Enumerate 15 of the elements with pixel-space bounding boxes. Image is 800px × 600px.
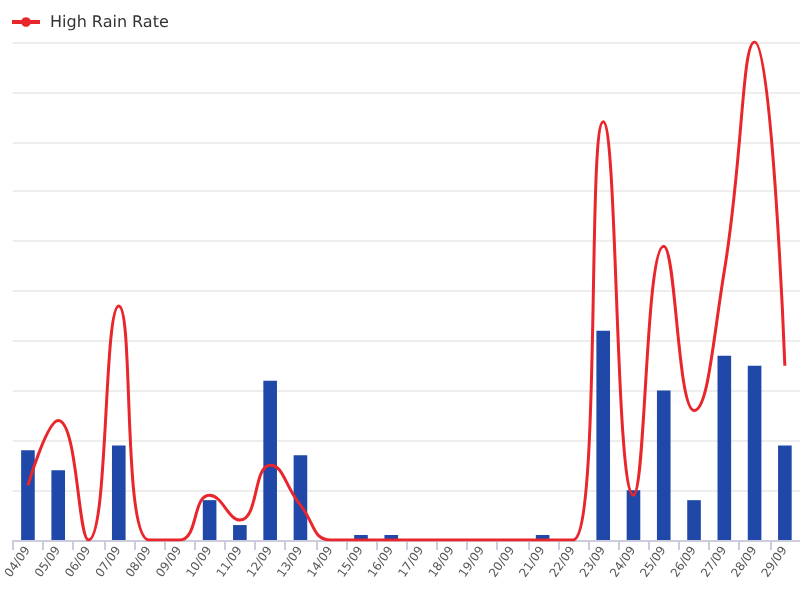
bar — [747, 365, 762, 540]
bar — [293, 455, 308, 540]
legend-label: High Rain Rate — [50, 13, 169, 31]
bar — [51, 470, 66, 540]
bar — [626, 490, 641, 540]
bar — [596, 330, 611, 540]
bar — [263, 380, 277, 540]
bar — [656, 390, 671, 540]
bar — [687, 500, 701, 540]
bar — [21, 450, 35, 540]
bar — [778, 445, 792, 540]
bar — [233, 525, 247, 540]
bar — [202, 500, 217, 540]
bar — [111, 445, 126, 540]
bar — [717, 355, 732, 540]
